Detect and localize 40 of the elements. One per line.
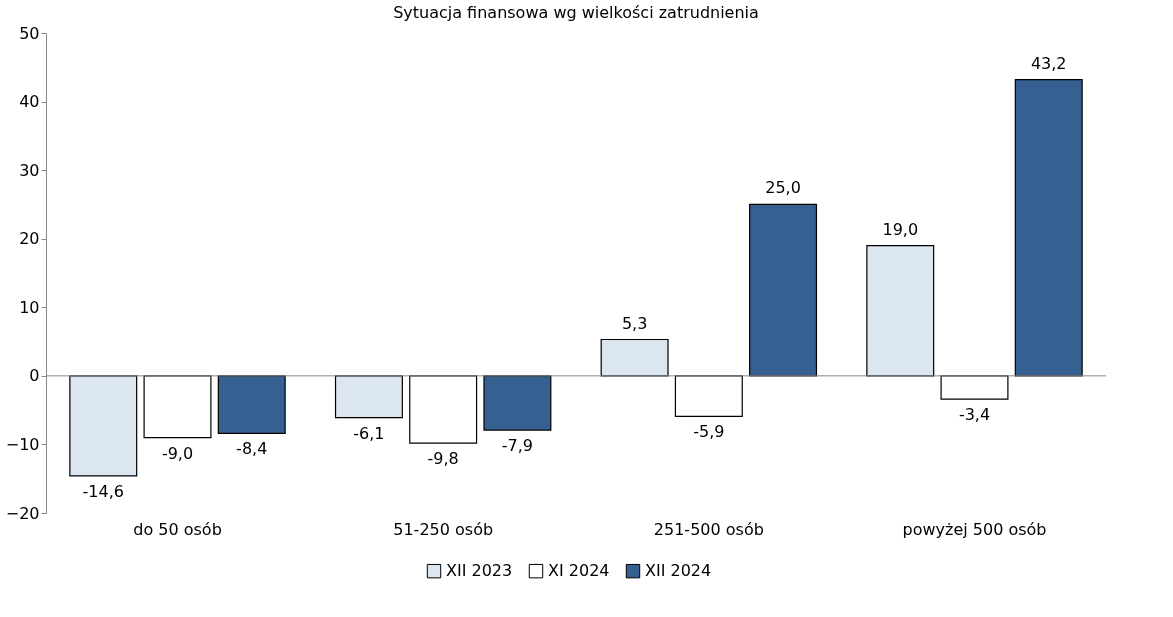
data-label: -9,8 [427,449,459,469]
y-tick-label: −10 [5,434,40,454]
legend-label: XI 2024 [548,561,610,581]
bar [600,338,669,377]
y-tick-label: 30 [19,160,40,180]
bar [334,375,403,419]
data-label: -14,6 [82,481,124,501]
bar [866,244,935,377]
y-tick-label: −20 [5,503,40,523]
chart-title: Sytuacja finansowa wg wielkości zatrudnienia [393,3,759,22]
y-tick-label: 0 [29,366,40,386]
bar [749,203,818,377]
bar [69,375,138,477]
y-tick-label: 50 [19,23,40,43]
x-tick-label: 251-500 osób [653,519,764,539]
x-tick-label: powyżej 500 osób [902,519,1047,539]
y-tick-label: 20 [19,229,40,249]
y-tick-label: 10 [19,297,40,317]
data-label: -5,9 [693,422,725,442]
bar [217,375,286,435]
x-tick-label: 51-250 osób [393,519,494,539]
legend-label: XII 2024 [645,561,712,581]
data-label: 43,2 [1030,53,1067,73]
data-label: 5,3 [621,313,648,333]
bar [483,375,552,431]
data-label: -6,1 [353,423,385,443]
data-label: 19,0 [882,219,919,239]
data-label: 25,0 [765,178,801,198]
y-tick-label: 40 [19,92,40,112]
data-label: -8,4 [236,439,268,459]
bar [1014,79,1083,377]
data-label: -3,4 [958,405,991,425]
bar [674,375,743,417]
legend-label: XII 2023 [446,561,513,581]
data-label: -9,0 [161,443,194,463]
x-tick-label: do 50 osób [133,519,222,539]
bar [940,375,1009,400]
bar [409,375,478,444]
data-label: -7,9 [501,436,534,456]
bar [143,375,212,439]
